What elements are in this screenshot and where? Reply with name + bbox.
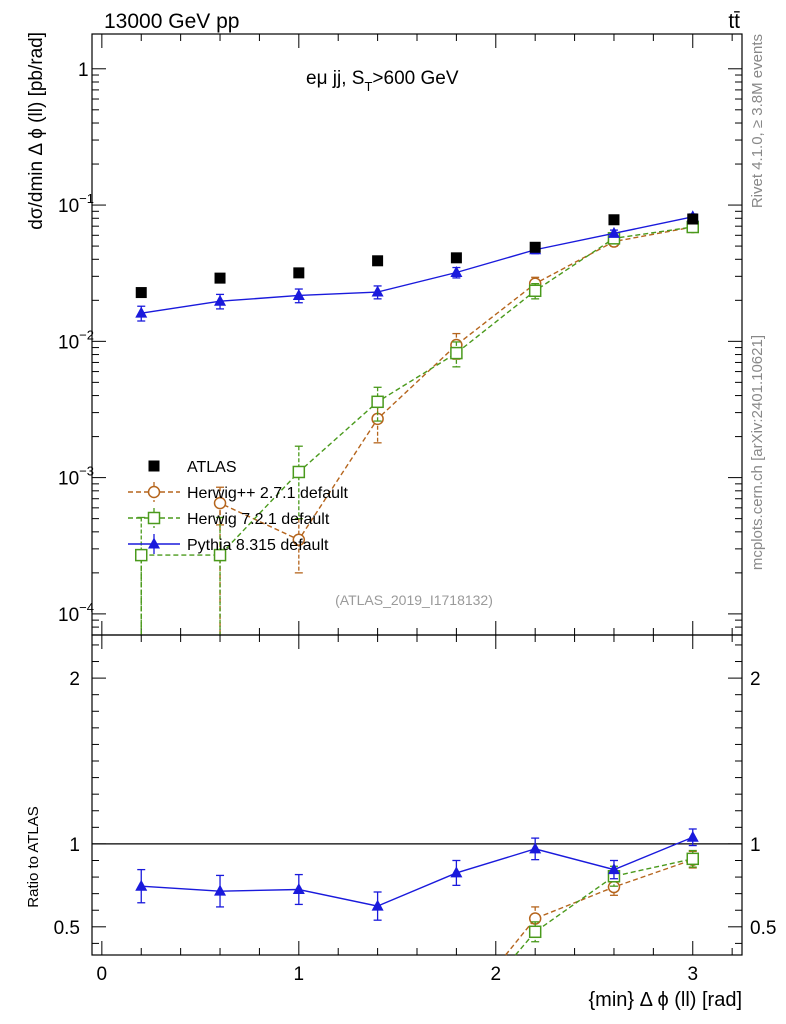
legend-label: ATLAS [187, 459, 237, 476]
ratio-data-point [529, 842, 542, 854]
main-y-tick-label: 10−4 [58, 600, 94, 626]
main-y-tick-labels: 10−4 10−3 10−2 10−1 1 [58, 60, 94, 626]
legend-label: Herwig++ 2.7.1 default [187, 485, 349, 502]
analysis-watermark: (ATLAS_2019_I1718132) [335, 592, 493, 608]
main-data-point [214, 294, 227, 306]
main-series-line [141, 216, 693, 314]
main-y-ticks [92, 68, 742, 636]
ratio-data-point [528, 925, 542, 939]
main-data-point [450, 346, 463, 360]
main-data-point [213, 548, 227, 562]
main-series-layer [134, 210, 700, 635]
main-data-point [371, 285, 384, 297]
plot-title: eμ jj, ST>600 GeV [306, 68, 459, 94]
ratio-y-tick-label: 2 [69, 669, 80, 690]
main-data-point [292, 288, 305, 300]
x-tick-label: 1 [294, 964, 305, 985]
ratio-data-point [686, 852, 700, 866]
main-data-point [450, 252, 462, 264]
ratio-y-tick-label-right: 0.5 [750, 918, 776, 939]
main-data-point [292, 533, 306, 546]
ratio-series-line [141, 836, 694, 907]
main-data-point [213, 496, 227, 510]
plot-title-main: eμ jj, S [306, 68, 364, 89]
ratio-data-point [135, 879, 148, 891]
main-data-point [529, 241, 541, 253]
ratio-series-line [514, 858, 693, 956]
main-data-point [293, 267, 305, 279]
main-y-tick-label: 1 [78, 60, 89, 81]
ratio-series-layer [92, 828, 742, 956]
ratio-y-tick-label-right: 2 [750, 669, 761, 690]
legend-label: Herwig 7.2.1 default [187, 511, 330, 528]
x-tick-label: 0 [97, 964, 108, 985]
main-data-point [135, 287, 147, 299]
ratio-tick-labels: 0.5 0.5 1 1 2 2 0 1 2 3 [54, 669, 777, 985]
ratio-data-point [686, 830, 699, 842]
header-right-label: tt̄ [728, 10, 740, 33]
header-left-label: 13000 GeV pp [104, 10, 239, 33]
ratio-data-point [292, 883, 305, 895]
ratio-series-line [505, 859, 693, 956]
mcplots-label: mcplots.cern.ch [arXiv:2401.10621] [749, 335, 766, 570]
ratio-y-tick-label-right: 1 [750, 835, 761, 856]
legend-label: Pythia 8.315 default [187, 537, 329, 554]
main-series-line [219, 226, 693, 635]
main-data-point [450, 265, 463, 277]
main-data-point [371, 395, 384, 409]
ratio-data-point [371, 899, 384, 911]
main-y-tick-label: 10−2 [58, 327, 94, 353]
legend-marker [148, 537, 160, 549]
ratio-data-point [450, 866, 463, 878]
x-tick-label: 3 [687, 964, 698, 985]
ratio-plot-frame [91, 634, 743, 956]
ratio-data-point [607, 880, 621, 894]
main-panel: 10−4 10−3 10−2 10−1 1 dσ/dmin Δ ϕ (ll) [pb/r… [26, 32, 743, 636]
ratio-data-point [214, 884, 227, 896]
x-tick-label: 2 [490, 964, 501, 985]
main-data-point [214, 272, 226, 284]
main-y-tick-label: 10−3 [58, 464, 94, 490]
main-x-ticks [101, 34, 733, 635]
legend-marker [147, 485, 161, 499]
legend-marker [147, 511, 161, 525]
main-y-axis-label: dσ/dmin Δ ϕ (ll) [pb/rad] [26, 32, 47, 230]
ratio-y-axis-label: Ratio to ATLAS [25, 806, 42, 907]
legend-marker [148, 460, 160, 472]
main-data-point [372, 255, 384, 267]
main-data-point [528, 284, 542, 298]
main-data-point [687, 213, 699, 225]
x-axis-label: {min} Δ ϕ (ll) [rad] [589, 989, 743, 1011]
ratio-y-tick-label: 0.5 [54, 918, 80, 939]
main-data-point [607, 226, 620, 238]
ratio-data-point [607, 863, 620, 875]
plot-title-rest: >600 GeV [372, 68, 458, 89]
rivet-label: Rivet 4.1.0, ≥ 3.8M events [749, 34, 766, 208]
ratio-y-tick-label: 1 [69, 835, 80, 856]
ratio-panel: 0.5 0.5 1 1 2 2 0 1 2 3 Ratio to ATLAS {min} Δ ϕ … [25, 634, 777, 1011]
main-data-point [608, 214, 620, 226]
ratio-ticks [92, 635, 742, 955]
main-data-point [292, 465, 306, 479]
main-data-point [135, 306, 148, 318]
legend: ATLAS Herwig++ 2.7.1 default Herwig 7.2.1 … [128, 459, 349, 554]
main-data-point [134, 548, 148, 562]
main-series-line [140, 226, 693, 635]
main-y-tick-label: 10−1 [58, 191, 94, 217]
plot-title-subscript: T [364, 79, 372, 94]
